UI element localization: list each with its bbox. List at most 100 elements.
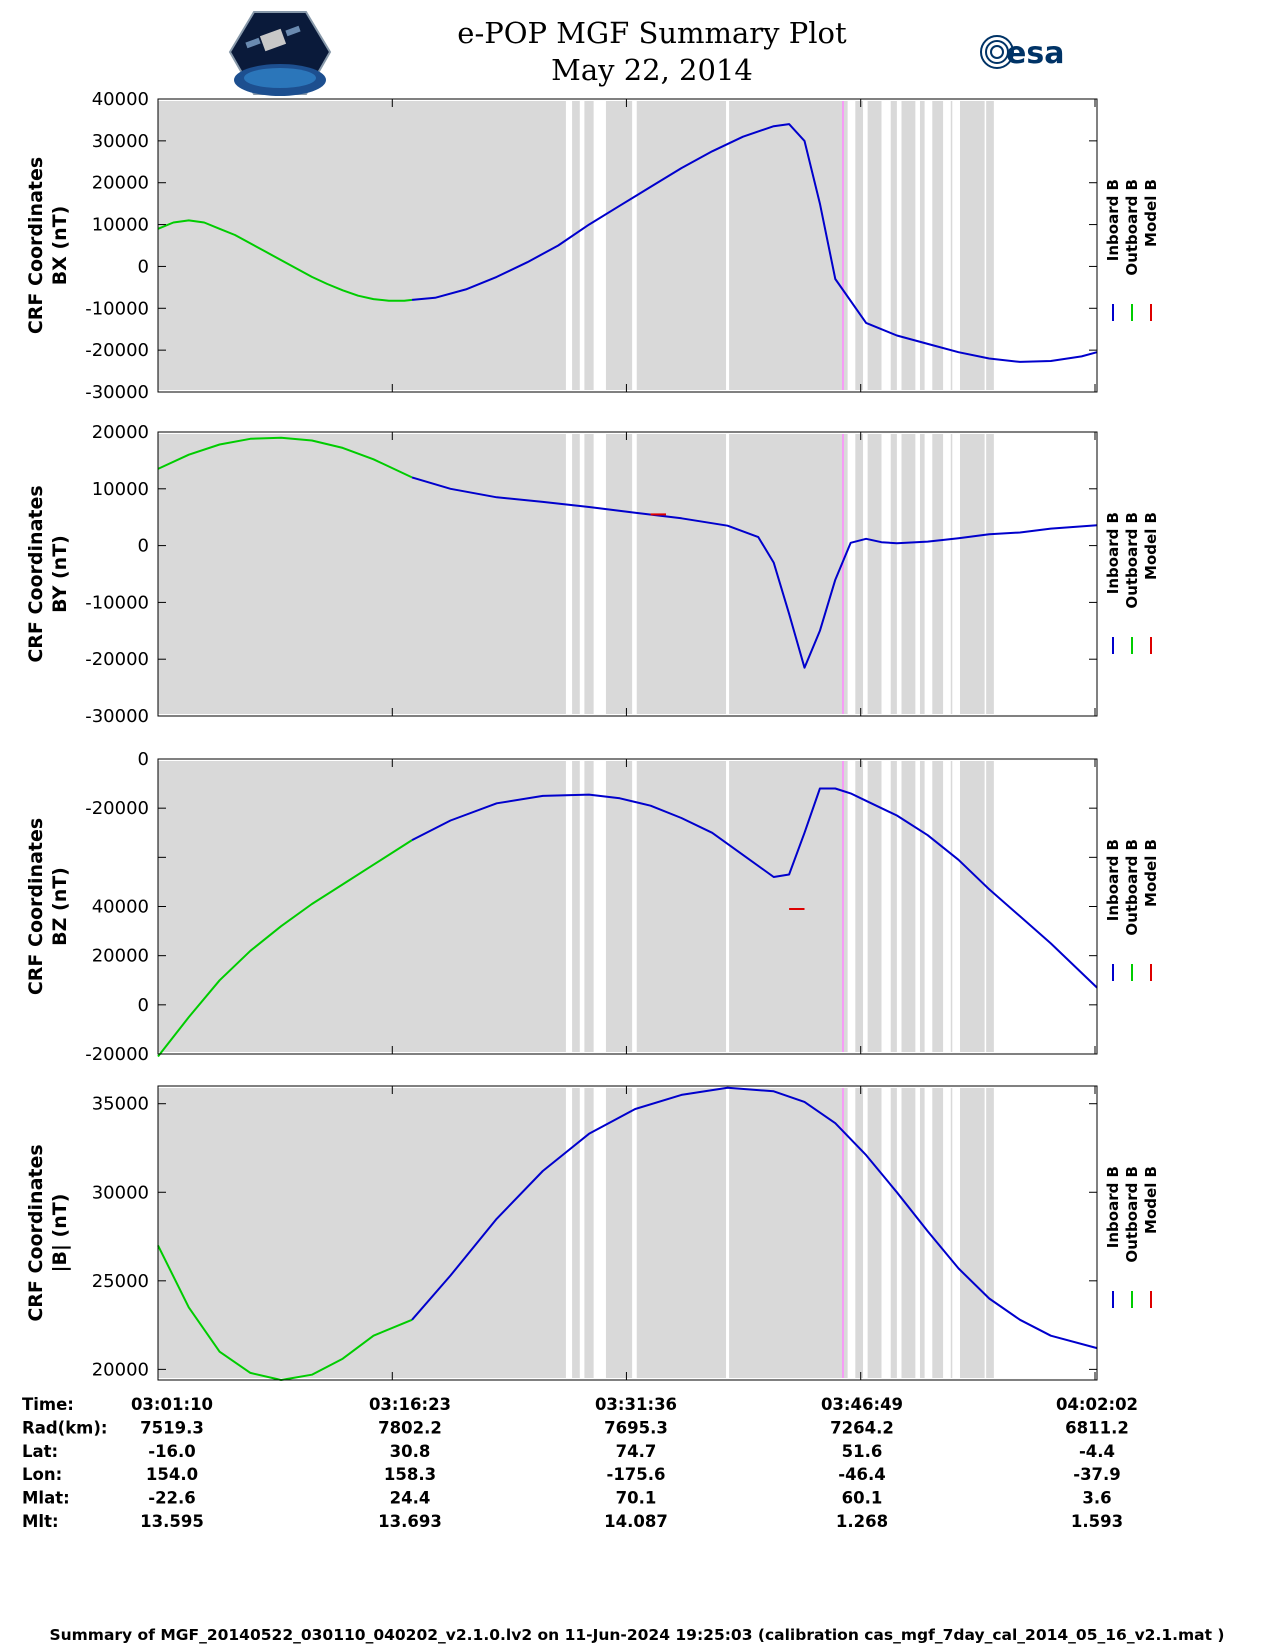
legend-label: Model B <box>1142 1166 1160 1234</box>
panel-3: 0 -20000 40000 20000 0 -20000 CRF Coordinates B… <box>25 749 1160 1065</box>
data-gap-band <box>584 101 594 390</box>
series-line-outboard-b <box>157 839 413 1058</box>
y-axis-label-line2: BX (nT) <box>49 206 71 286</box>
plot-title-line1: e-POP MGF Summary Plot <box>457 16 847 50</box>
ephemeris-value: 6811.2 <box>1065 1418 1129 1437</box>
data-gap-band <box>932 434 944 714</box>
ephemeris-value: -4.4 <box>1079 1442 1115 1461</box>
y-axis-label-line2: BY (nT) <box>49 535 71 613</box>
legend-label: Model B <box>1142 512 1160 580</box>
y-tick-label: -10000 <box>85 298 149 319</box>
data-gap-band <box>867 761 882 1052</box>
data-gap-band <box>855 1088 864 1378</box>
ephemeris-value: 158.3 <box>384 1465 436 1484</box>
ephemeris-row-label: Rad(km): <box>22 1418 108 1437</box>
data-gap-band <box>572 1088 580 1378</box>
data-gap-band <box>584 761 594 1052</box>
ephemeris-value: 74.7 <box>616 1442 657 1461</box>
data-gap-band <box>636 1088 727 1378</box>
y-tick-label: 0 <box>138 536 149 557</box>
ephemeris-value: 7519.3 <box>140 1418 204 1437</box>
data-gap-band <box>932 1088 944 1378</box>
series-line-inboard-b <box>411 123 1098 363</box>
ephemeris-value: -175.6 <box>606 1465 665 1484</box>
ephemeris-value: 04:02:02 <box>1056 1395 1138 1414</box>
ephemeris-value: 70.1 <box>616 1489 657 1508</box>
ephemeris-value: 3.6 <box>1082 1489 1111 1508</box>
series-line-outboard-b <box>157 219 413 302</box>
legend-label: Outboard B <box>1123 179 1141 276</box>
y-tick-label: 25000 <box>92 1271 149 1292</box>
ephemeris-value: 24.4 <box>390 1489 431 1508</box>
esa-logo-text: esa <box>1006 36 1064 71</box>
y-tick-label: 10000 <box>92 215 149 236</box>
data-gap-band <box>950 101 953 390</box>
data-gap-band <box>950 434 953 714</box>
legend-label: Inboard B <box>1104 839 1122 921</box>
data-gap-band <box>636 434 727 714</box>
y-tick-label: 30000 <box>92 131 149 152</box>
footer-caption: Summary of MGF_20140522_030110_040202_v2… <box>49 1626 1224 1644</box>
y-axis-label-line1: CRF Coordinates <box>25 157 47 334</box>
data-gap-band <box>901 101 916 390</box>
data-gap-band <box>901 434 916 714</box>
ephemeris-value: 03:31:36 <box>595 1395 677 1414</box>
y-tick-label: 0 <box>138 256 149 277</box>
data-gap-band <box>950 761 953 1052</box>
y-tick-label: 0 <box>138 749 149 770</box>
data-gap-band <box>919 1088 925 1378</box>
y-tick-label: 20000 <box>92 1359 149 1380</box>
legend-label: Model B <box>1142 179 1160 247</box>
y-tick-label: -30000 <box>85 382 149 403</box>
data-gap-band <box>605 1088 633 1378</box>
data-gap-band <box>572 101 580 390</box>
data-gap-band <box>890 761 897 1052</box>
ephemeris-row-label: Mlt: <box>22 1512 59 1531</box>
ephemeris-value: 60.1 <box>842 1489 883 1508</box>
ephemeris-row-label: Lon: <box>22 1465 62 1484</box>
data-gap-band <box>986 101 994 390</box>
ephemeris-value: 1.593 <box>1071 1512 1123 1531</box>
data-gap-band <box>572 434 580 714</box>
y-tick-label: -20000 <box>85 1044 149 1065</box>
series-line-inboard-b <box>411 476 1098 669</box>
y-axis-label-line2: BZ (nT) <box>49 867 71 946</box>
ephemeris-value: 03:46:49 <box>821 1395 903 1414</box>
data-gap-band <box>584 1088 594 1378</box>
data-gap-band <box>986 1088 994 1378</box>
data-gap-band <box>901 761 916 1052</box>
data-gap-band <box>919 101 925 390</box>
data-gap-band <box>158 434 566 714</box>
data-gap-band <box>959 101 985 390</box>
ephemeris-value: 7264.2 <box>830 1418 894 1437</box>
data-gap-band <box>959 434 985 714</box>
epop-mission-logo <box>228 11 332 96</box>
data-gap-band <box>729 761 848 1052</box>
data-gap-band <box>986 434 994 714</box>
data-gap-band <box>919 761 925 1052</box>
data-gap-band <box>890 1088 897 1378</box>
plot-title-line2: May 22, 2014 <box>551 53 753 87</box>
data-gap-band <box>158 101 566 390</box>
ephemeris-value: 154.0 <box>146 1465 198 1484</box>
data-gap-band <box>605 761 633 1052</box>
legend-label: Model B <box>1142 839 1160 907</box>
legend-label: Outboard B <box>1123 512 1141 609</box>
panel-4: 35000 30000 25000 20000 CRF Coordinates |B| (… <box>25 1085 1160 1381</box>
ephemeris-value: 13.693 <box>378 1512 442 1531</box>
data-gap-band <box>572 761 580 1052</box>
ephemeris-value: -37.9 <box>1073 1465 1121 1484</box>
series-line-inboard-b <box>411 1086 1098 1350</box>
ephemeris-value: 13.595 <box>140 1512 204 1531</box>
legend-label: Inboard B <box>1104 512 1122 594</box>
data-gap-band <box>855 101 864 390</box>
panel-1: 40000 30000 20000 10000 0 -10000 -20000 -30000 C… <box>25 89 1160 403</box>
data-gap-band <box>605 434 633 714</box>
data-gap-band <box>919 434 925 714</box>
panel-frame <box>157 98 1098 393</box>
y-tick-label: 10000 <box>92 479 149 500</box>
y-tick-label: 20000 <box>92 422 149 443</box>
ephemeris-row-label: Time: <box>22 1395 74 1414</box>
y-tick-label: 40000 <box>92 89 149 110</box>
